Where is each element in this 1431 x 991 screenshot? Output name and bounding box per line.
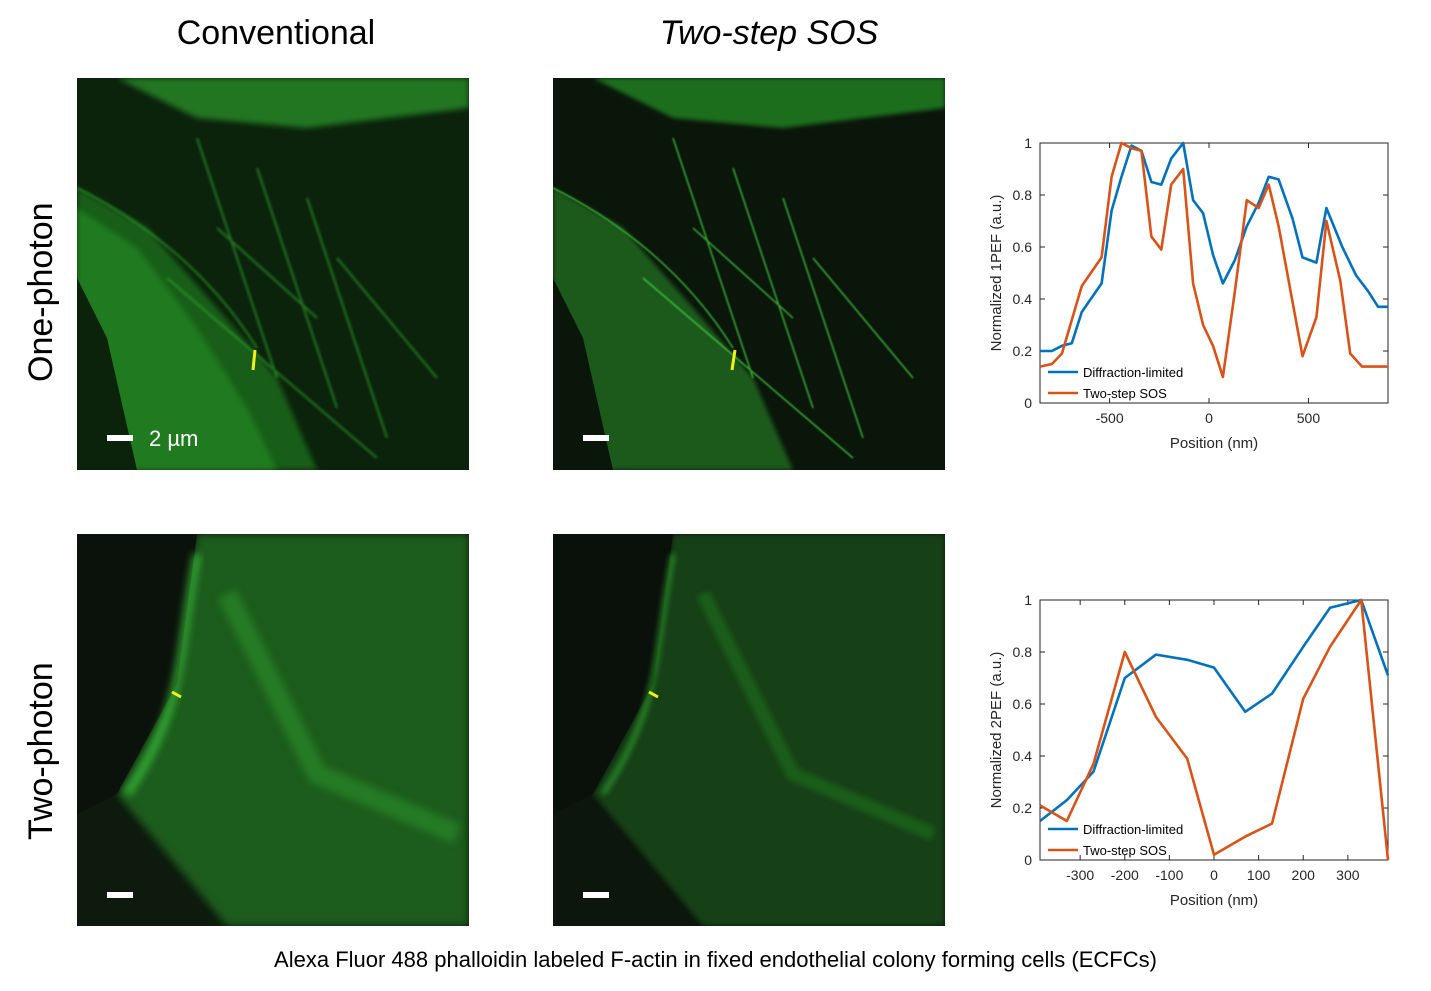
scale-bar: [107, 892, 133, 898]
legend-label: Diffraction-limited: [1083, 822, 1183, 837]
line-profile-plot-2pef: 0 0.2 0.4 0.6 0.8 1 -300 -200 -100 0 100 200 300 Diff…: [984, 587, 1404, 922]
micrograph-two-photon-conventional: [77, 534, 469, 926]
x-axis-label: Position (nm): [1170, 435, 1258, 452]
series-line-two-step-sos: [1039, 141, 1388, 379]
x-tick-label: 100: [1247, 867, 1271, 883]
scale-bar-label: 2 µm: [149, 426, 199, 451]
series-line-diffraction-limited: [1039, 598, 1390, 823]
micrograph-one-photon-sos: [553, 78, 945, 470]
x-tick-label: 300: [1336, 867, 1360, 883]
x-axis-label: Position (nm): [1170, 892, 1258, 909]
y-tick-label: 0.6: [1013, 696, 1033, 712]
x-tick-label: -300: [1066, 867, 1094, 883]
x-tick-label: 0: [1205, 410, 1213, 426]
y-tick-label: 0.8: [1013, 644, 1033, 660]
column-title-two-step-sos: Two-step SOS: [659, 14, 879, 52]
y-tick-label: 0.6: [1013, 239, 1033, 255]
y-axis-label: Normalized 2PEF (a.u.): [988, 652, 1005, 809]
x-tick-label: -100: [1155, 867, 1183, 883]
scale-bar: [583, 435, 609, 441]
y-tick-label: 0.2: [1013, 800, 1033, 816]
legend-label: Two-step SOS: [1083, 386, 1167, 401]
figure-caption: Alexa Fluor 488 phalloidin labeled F-act…: [274, 947, 1157, 972]
line-profile-marker: [730, 349, 737, 371]
x-tick-label: -200: [1111, 867, 1139, 883]
x-tick-label: 200: [1292, 867, 1316, 883]
x-tick-label: -500: [1096, 410, 1124, 426]
legend-label: Diffraction-limited: [1083, 365, 1183, 380]
x-tick-label: 0: [1210, 867, 1218, 883]
column-title-conventional: Conventional: [176, 14, 376, 52]
line-profile-plot-1pef: 0 0.2 0.4 0.6 0.8 1 -500 0 500 Diffraction-limite…: [984, 130, 1404, 465]
scale-bar: [107, 435, 133, 441]
plot-area: [1039, 142, 1389, 404]
micrograph-one-photon-conventional: 2 µm: [77, 78, 469, 470]
y-tick-label: 0.2: [1013, 343, 1033, 359]
line-profile-marker: [171, 690, 182, 699]
x-tick-label: 500: [1297, 410, 1321, 426]
micrograph-two-photon-sos: [553, 534, 945, 926]
row-label-one-photon: One-photon: [22, 202, 60, 382]
series-line-two-step-sos: [1039, 598, 1390, 861]
scale-bar: [583, 892, 609, 898]
y-tick-label: 0.4: [1013, 748, 1033, 764]
y-tick-label: 0.8: [1013, 187, 1033, 203]
line-profile-marker: [251, 349, 257, 371]
legend-label: Two-step SOS: [1083, 843, 1167, 858]
y-tick-label: 0: [1024, 852, 1032, 868]
y-tick-label: 1: [1024, 135, 1032, 151]
y-tick-label: 0: [1024, 395, 1032, 411]
y-tick-label: 1: [1024, 592, 1032, 608]
line-profile-marker: [648, 690, 659, 699]
row-label-two-photon: Two-photon: [22, 662, 60, 840]
series-line-diffraction-limited: [1040, 141, 1388, 353]
plot-area: [1039, 599, 1389, 861]
y-axis-label: Normalized 1PEF (a.u.): [988, 195, 1005, 352]
y-tick-label: 0.4: [1013, 291, 1033, 307]
